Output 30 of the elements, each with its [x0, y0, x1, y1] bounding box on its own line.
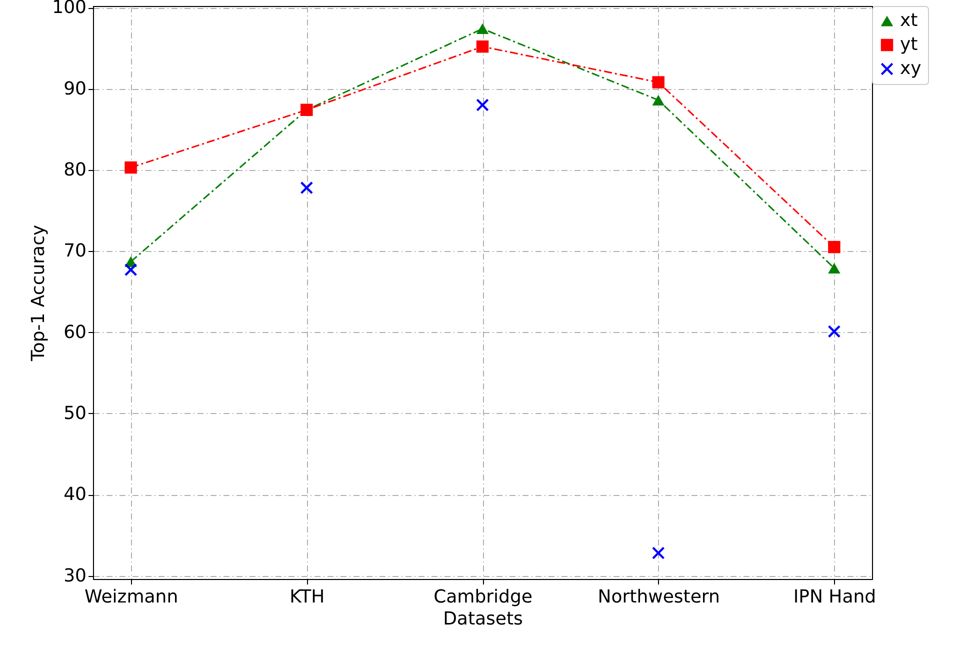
point	[828, 240, 840, 254]
y-tick-label: 30	[64, 565, 86, 586]
x-tick-label: KTH	[290, 586, 325, 608]
y-tick-label: 70	[64, 240, 86, 262]
y-tick-label: 50	[64, 402, 86, 424]
point	[476, 23, 489, 34]
y-tick-label: 60	[64, 322, 86, 343]
y-tick-label: 100	[52, 0, 86, 18]
x-axis-title: Datasets	[443, 608, 523, 630]
y-axis-title: Top-1 Accuracy	[28, 224, 50, 362]
point	[124, 264, 137, 276]
point	[828, 325, 840, 338]
x-tick-label: Weizmann	[84, 586, 178, 608]
y-tick-label: 40	[64, 484, 86, 506]
point	[124, 161, 137, 174]
x-tick-label: Northwestern	[598, 586, 720, 608]
point	[476, 98, 489, 112]
y-tick-label: 80	[64, 159, 86, 180]
point	[652, 76, 664, 88]
point	[300, 182, 313, 194]
point	[652, 94, 664, 106]
y-tick-label: 90	[64, 78, 86, 100]
point	[652, 546, 664, 560]
x-tick-label: Cambridge	[434, 586, 532, 608]
x-tick-label: IPN Hand	[793, 586, 876, 608]
point	[476, 40, 489, 53]
point	[828, 262, 840, 274]
legend-label: yt	[900, 34, 918, 55]
legend-label: xy	[900, 58, 922, 79]
legend-label: xt	[900, 10, 918, 31]
